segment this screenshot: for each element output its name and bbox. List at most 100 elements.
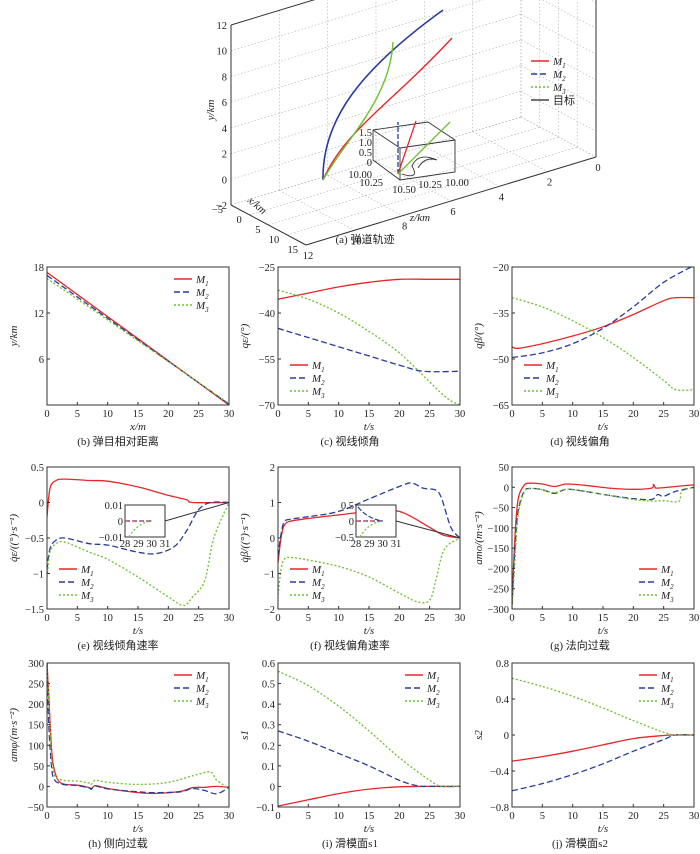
grid-line [230,0,400,52]
caption: (j) 滑模面s2 [552,837,608,849]
x-tick-label: 20 [163,613,174,624]
x-tick-label: 15 [133,613,144,624]
y-tick-label: 0.5 [31,463,44,474]
x-tick-label: −5 [212,205,223,216]
x-axis-label: x/m [129,421,146,433]
x-tick-label: 25 [424,613,435,624]
grid-line [327,175,403,216]
series-line-M3 [278,289,460,405]
x-tick-label: 5 [540,613,545,624]
y-tick-label: −300 [487,605,509,616]
plot-frame [277,466,461,610]
y-tick-label: 0 [504,483,509,494]
y-tick-label: 12 [217,21,228,32]
x-tick-label: 5 [306,811,311,822]
x-axis-label: t/s [598,625,608,637]
inset-M3 [397,121,451,175]
inset-y-tick: 1.0 [359,138,372,149]
legend-label-M3: M3 [80,590,94,604]
x-tick-label: 5 [75,613,80,624]
inset: 28 29 30 31 −0.01 0 0.01 [99,501,230,550]
legend-label-M2: M2 [195,683,209,697]
y-tick-label: −2 [216,201,227,212]
x-tick-label: 30 [455,811,466,822]
caption: (g) 法向过载 [550,638,610,652]
x-tick-label: 25 [193,811,204,822]
x-tick-label: 15 [598,409,609,420]
y-tick-label: −0.8 [490,803,509,814]
plot-frame [46,466,230,610]
x-tick-label: 20 [394,613,405,624]
y-tick-label: −40 [259,309,275,320]
series-line-M1 [278,785,460,807]
y-tick-label: −200 [487,564,509,575]
legend-label-M3: M3 [311,386,325,400]
x-tick-label: 5 [540,409,545,420]
chart-j: 0 5 10 15 20 25 30 −0.8 −0.4 0 0.4 0.8 t/s s2 (j) 滑模面s… [473,659,699,850]
legend-label-M1: M1 [311,360,325,374]
y-tick-label: 50 [34,762,45,773]
legend-label-M3: M3 [195,696,209,710]
legend-label-target: 目标 [553,93,575,107]
caption: (f) 视线偏角速率 [310,638,390,652]
y-tick-label: −50 [28,803,44,814]
y-tick-label: 0 [39,499,44,510]
y-tick-label: 0.3 [262,721,275,732]
z-tick-label: 0 [595,163,600,174]
z-tick-label: 12 [303,251,314,262]
y-axis-label: qε/(°) [239,323,251,348]
legend-label-M1: M1 [195,670,209,684]
y-axis-label: y/km [205,100,217,122]
grid-line [424,146,500,187]
inset-x-tick-label: 28 [351,539,362,550]
chart-d: 0 5 10 15 20 25 30 −65 −50 −35 −20 t/s qβ/(°) (d) 视线偏… [473,263,699,448]
y-tick-label: 10 [217,47,228,58]
inset-x-tick: 10.25 [359,178,383,189]
x-tick-label: 30 [455,409,466,420]
x-tick-label: 10 [102,811,113,822]
inset-x-tick-label: 30 [146,539,157,550]
legend-label-M2: M2 [80,577,94,591]
y-tick-label: −50 [493,355,509,366]
legend-label-M3: M3 [552,82,566,96]
x-tick-label: 25 [658,613,669,624]
grid-line [279,190,355,231]
caption: (i) 滑模面s1 [322,837,378,849]
legend-label-M2: M2 [552,69,566,83]
x-tick-label: 15 [364,613,375,624]
x-tick-label: 5 [75,811,80,822]
legend-label-M3: M3 [311,590,325,604]
x-tick-label: 10 [333,409,344,420]
x-tick-label: 5 [306,409,311,420]
chart-e: 0 5 10 15 20 25 30 −1.5 −1 −0.5 0 0.5 t/s q̇ε/((°)·s⁻… [8,463,234,652]
x-tick-label: 10 [333,811,344,822]
x-tick-label: 10 [567,613,578,624]
x-tick-label: 20 [394,811,405,822]
y-tick-label: 0.2 [262,741,275,752]
y-tick-label: −0.1 [256,803,275,814]
x-tick-label: 20 [163,811,174,822]
series-line-M2 [512,267,693,359]
legend-label-M1: M1 [552,56,566,70]
inset-y-tick-label: 0.01 [105,501,123,512]
y-tick-label: −1 [33,570,44,581]
chart-g: 0 5 10 15 20 25 30 −300 −250 −200 −150 −100 −50 0 50 t/… [473,463,699,652]
series-line-M3 [512,486,694,609]
chart-h: 0 5 10 15 20 25 30−50050100150200250300t/samφ/… [8,659,234,850]
inset-y-tick: 1.5 [359,128,372,139]
x-axis-label: t/s [133,625,143,637]
z-axis-label: z/km [409,212,430,224]
y-tick-label: 12 [34,309,45,320]
x-axis-label: t/s [598,823,608,835]
y-tick-label: 0 [39,782,44,793]
series-line-M3 [47,502,229,607]
x-axis-label: t/s [364,625,374,637]
y-tick-label: 2 [270,463,275,474]
y-tick-label: 2 [222,150,227,161]
x-tick-label: 30 [689,613,700,624]
